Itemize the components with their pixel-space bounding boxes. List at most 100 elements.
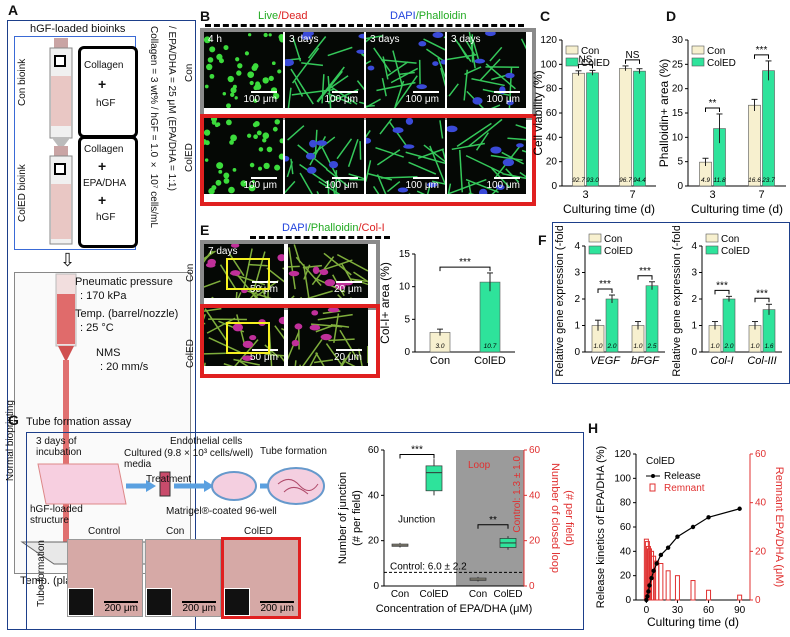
- g-matrigel: Matrigel®-coated 96-well: [166, 506, 277, 517]
- chart-h-release-point: [665, 545, 671, 550]
- b-coled-image-1-scale-bar: 100 μm: [243, 177, 277, 191]
- chart-h-legend-release-marker: [651, 474, 655, 478]
- chart-h-remnant-bar: [706, 589, 712, 601]
- chart-g-ytick-label: 60: [368, 445, 380, 456]
- chart-f1-ytick-label: 4: [574, 241, 580, 252]
- chart-c-value-label: 92.7: [572, 177, 585, 184]
- chart-h-ylabel: Release kinetics of EPA/DHA (%): [595, 446, 607, 608]
- chart-h-release-point: [658, 552, 664, 558]
- e-con-image-2-scale-bar: 20 μm: [334, 281, 362, 295]
- chart-g-y2tick-label: 60: [529, 445, 541, 456]
- b-coled-image-4-texture: [447, 118, 526, 194]
- b-con-image-1-time: 4 h: [208, 34, 222, 45]
- epa-dha-label: EPA/DHA: [83, 178, 127, 189]
- chart-g-sig-label-2: **: [489, 515, 497, 526]
- chart-h-ytick-label: 120: [614, 449, 631, 460]
- panel-g-frame: [26, 432, 584, 630]
- chart-f1-legend-label: Con: [604, 234, 622, 245]
- chart-c-ytick-label: 120: [540, 35, 557, 46]
- plus-icon-2: +: [98, 158, 107, 174]
- chart-c-value-label: 94.4: [633, 177, 646, 184]
- e-coled-roi: [226, 322, 270, 354]
- chart-f2-ytick-label: 2: [691, 294, 697, 305]
- b-con-image-4-time: 3 days: [451, 34, 481, 45]
- chart-f1-ytick-label: 3: [574, 268, 580, 279]
- chart-f1-sig-label: ***: [599, 279, 611, 290]
- b-coled-image-2-scale-bar: 100 μm: [324, 177, 358, 191]
- live-label: Live: [258, 10, 279, 22]
- chart-f1-value-label: 2.5: [646, 343, 656, 350]
- chart-f1-value-label: 1.0: [633, 343, 642, 350]
- chart-g-y2tick-label: 40: [529, 490, 541, 501]
- g-photo-inset-3: [224, 588, 250, 616]
- chart-c-bar: [572, 72, 585, 187]
- g-treatment: Treatment: [146, 474, 192, 485]
- e-header: DAPI/Phalloidin/Col-I: [282, 222, 385, 234]
- chart-h-legend-remnant: Remnant: [664, 483, 705, 494]
- chart-h-release-point: [651, 568, 656, 573]
- chart-h: 0 20 40 60 80 100 120 0 20 40 60 0 30 60 90 ColED Releas…: [595, 446, 785, 629]
- chart-c-legend-swatch: [565, 45, 579, 55]
- chart-g-y2label-2: (# per field): [563, 490, 575, 546]
- chart-f1-sig-bracket: [637, 275, 653, 280]
- temp-barrel-label: Temp. (barrel/nozzle): [75, 308, 179, 320]
- panel-label-b: B: [200, 8, 211, 24]
- chart-d-value-label: 4.9: [701, 177, 710, 184]
- chart-f2-category-label: Col-I: [710, 355, 733, 367]
- g-photo-label-1: Control: [88, 526, 121, 537]
- chart-f1-sig-bracket: [597, 288, 613, 294]
- chart-h-release-point: [737, 506, 742, 511]
- b-con-image-2-time: 3 days: [289, 34, 319, 45]
- b-con-image-4: 3 days 100 μm: [447, 32, 526, 108]
- chart-h-xlabel: Culturing time (d): [647, 615, 739, 629]
- chart-c-legend-label: Con: [581, 46, 599, 57]
- g-tube-side-label: Tube formation: [36, 540, 47, 607]
- chart-c-value-label: 96.7: [619, 177, 632, 184]
- g-photo-inset-2: [146, 588, 172, 616]
- chart-f2-legend-swatch: [705, 233, 719, 243]
- chart-c-ytick-label: 20: [546, 157, 558, 168]
- chart-c-xlabel: Culturing time (d): [563, 202, 655, 216]
- pneumatic-label: Pneumatic pressure: [75, 276, 173, 288]
- e-row-con: Con: [185, 263, 196, 282]
- g-tube-formation: Tube formation: [260, 446, 327, 457]
- b-con-image-3-time: 3 days: [370, 34, 400, 45]
- bioprinting-box: [14, 272, 191, 574]
- chart-h-release-point: [644, 597, 649, 603]
- b-con-image-3-scale-bar: 100 μm: [405, 91, 439, 105]
- chart-f2-ytick-label: 0: [691, 347, 697, 358]
- chart-g-ylabel: Number of junction: [337, 472, 349, 564]
- panel-label-c: C: [540, 8, 551, 24]
- chart-c-legend-label: ColED: [581, 58, 610, 69]
- b-coled-image-1-texture: [204, 118, 283, 194]
- chart-d-ytick-label: 5: [677, 157, 683, 168]
- chart-c-sig-label: NS: [626, 50, 640, 61]
- collagen-label: Collagen: [84, 60, 124, 71]
- chart-g-ytick-label: 20: [368, 536, 380, 547]
- chart-g-y2tick-label: 0: [529, 581, 535, 592]
- chart-f2-ytick-label: 1: [691, 321, 697, 332]
- chart-f2-sig-bracket: [714, 289, 730, 295]
- hgf-label: hGF: [96, 98, 116, 109]
- chart-d-legend-swatch: [691, 45, 705, 55]
- chart-d-ytick-label: 30: [672, 35, 684, 46]
- plus-icon: +: [98, 76, 107, 92]
- chart-e-ytick-label: 10: [399, 282, 411, 293]
- chart-f2-sig-label: ***: [716, 280, 728, 291]
- chart-d-category-label: 3: [709, 189, 715, 201]
- chart-g-xlabel: Concentration of EPA/DHA (μM): [376, 603, 533, 615]
- chart-f1-ytick-label: 0: [574, 347, 580, 358]
- coled-bioink-label: ColED bioink: [17, 164, 28, 222]
- chart-c-sig-bracket: [578, 63, 593, 69]
- bioink-syringes: [49, 38, 73, 245]
- panel-label-d: D: [666, 8, 677, 24]
- chart-f2-value-label: 1.0: [750, 343, 759, 350]
- chart-d-sig-bracket: [754, 54, 769, 59]
- pneumatic-value: : 170 kPa: [80, 290, 127, 302]
- e-dapi-label: DAPI: [282, 222, 308, 234]
- g-photo-inset-1: [68, 588, 94, 616]
- chart-h-release-point: [646, 589, 651, 594]
- chart-e-ylabel: Col-I+ area (%): [378, 262, 392, 344]
- chart-f1-category-label: VEGF: [590, 355, 621, 367]
- chart-e-ytick-label: 5: [404, 314, 410, 325]
